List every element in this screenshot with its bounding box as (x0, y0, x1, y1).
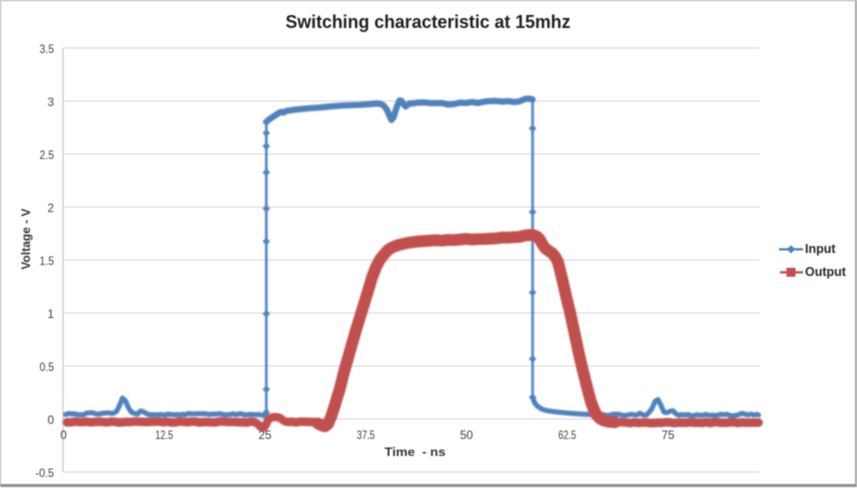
svg-text:Switching characteristic at 15: Switching characteristic at 15mhz (286, 12, 571, 32)
svg-text:1: 1 (48, 307, 55, 321)
svg-text:50: 50 (460, 428, 473, 442)
svg-text:0: 0 (48, 413, 55, 427)
svg-text:0: 0 (60, 428, 67, 442)
svg-text:Input: Input (805, 242, 836, 256)
svg-text:37.5: 37.5 (357, 428, 375, 442)
svg-text:Voltage - V: Voltage - V (19, 208, 33, 269)
svg-text:0.5: 0.5 (40, 360, 55, 374)
svg-text:1.5: 1.5 (40, 254, 55, 268)
svg-text:2.5: 2.5 (40, 148, 55, 162)
svg-text:75: 75 (662, 428, 675, 442)
svg-text:12.5: 12.5 (155, 428, 173, 442)
svg-text:3: 3 (48, 95, 55, 109)
svg-text:3.5: 3.5 (40, 42, 55, 56)
svg-text:-0.5: -0.5 (36, 466, 55, 480)
svg-text:Time - ns: Time - ns (385, 445, 446, 459)
svg-text:62.5: 62.5 (558, 428, 576, 442)
svg-text:2: 2 (48, 201, 55, 215)
svg-text:Output: Output (805, 265, 847, 279)
